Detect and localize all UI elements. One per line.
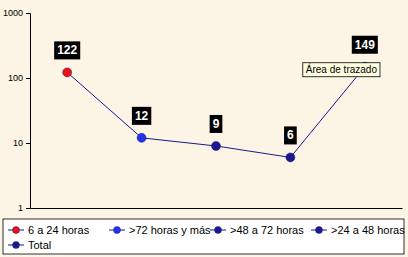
x-axis: [31, 208, 403, 209]
plot-marks: [63, 62, 370, 162]
data-label-text: 122: [57, 43, 77, 57]
data-label-box: [210, 115, 223, 133]
data-label: 149: [352, 36, 378, 54]
point: [63, 68, 72, 77]
legend-swatch: [13, 227, 20, 234]
x-axis-line: [31, 208, 403, 209]
legend-swatch: [215, 227, 222, 234]
y-axis-line: [26, 14, 31, 209]
y-tick: 100: [8, 73, 30, 83]
annotation-text: Área de trazado: [306, 63, 378, 75]
legend-label: 6 a 24 horas: [28, 224, 90, 236]
legend-swatch: [316, 227, 323, 234]
chart: 1 10 100 1000 122 12 9 6 149 Área de trazado 6 a 2…: [0, 0, 408, 257]
legend-item: >72 horas y más: [109, 224, 211, 236]
y-tick-label: 1000: [3, 8, 23, 18]
data-label-text: 149: [355, 38, 375, 52]
legend-item: Total: [8, 239, 51, 251]
data-label: 122: [54, 41, 80, 59]
y-tick-label: 100: [8, 73, 23, 83]
legend: 6 a 24 horas >72 horas y más >48 a 72 hora…: [3, 219, 405, 254]
y-tick-label: 1: [18, 203, 23, 213]
data-label-box: [284, 126, 297, 144]
legend-label: >24 a 48 horas: [331, 224, 405, 236]
data-label: 9: [210, 115, 223, 133]
legend-item: >48 a 72 horas: [210, 224, 304, 236]
annotation: Área de trazado: [303, 63, 380, 77]
data-label-text: 9: [213, 117, 220, 131]
annotation-box: [303, 63, 380, 77]
legend-swatch: [114, 227, 121, 234]
point: [212, 141, 221, 150]
y-tick-mark: [26, 208, 30, 209]
data-labels: 122 12 9 6 149: [54, 36, 378, 145]
y-tick-mark: [26, 143, 30, 144]
data-label: 6: [284, 126, 297, 144]
legend-label: Total: [28, 239, 51, 251]
legend-item: 6 a 24 horas: [8, 224, 90, 236]
y-tick-mark: [26, 13, 30, 14]
line: [67, 67, 365, 158]
data-label-box: [352, 36, 378, 54]
data-label-box: [54, 41, 80, 59]
data-label-text: 12: [135, 109, 149, 123]
data-label-box: [132, 107, 151, 125]
y-axis: 1 10 100 1000: [3, 8, 31, 213]
y-tick: 10: [13, 138, 30, 148]
y-tick-label: 10: [13, 138, 23, 148]
legend-label: >48 a 72 horas: [230, 224, 304, 236]
legend-label: >72 horas y más: [129, 224, 211, 236]
data-label: 12: [132, 107, 151, 125]
y-tick: 1: [18, 203, 30, 213]
point: [137, 133, 146, 142]
background: [0, 0, 408, 257]
point: [286, 153, 295, 162]
y-tick-mark: [26, 78, 30, 79]
legend-item: >24 a 48 horas: [311, 224, 405, 236]
legend-swatch: [13, 242, 20, 249]
data-label-text: 6: [287, 128, 294, 142]
y-tick: 1000: [3, 8, 30, 18]
